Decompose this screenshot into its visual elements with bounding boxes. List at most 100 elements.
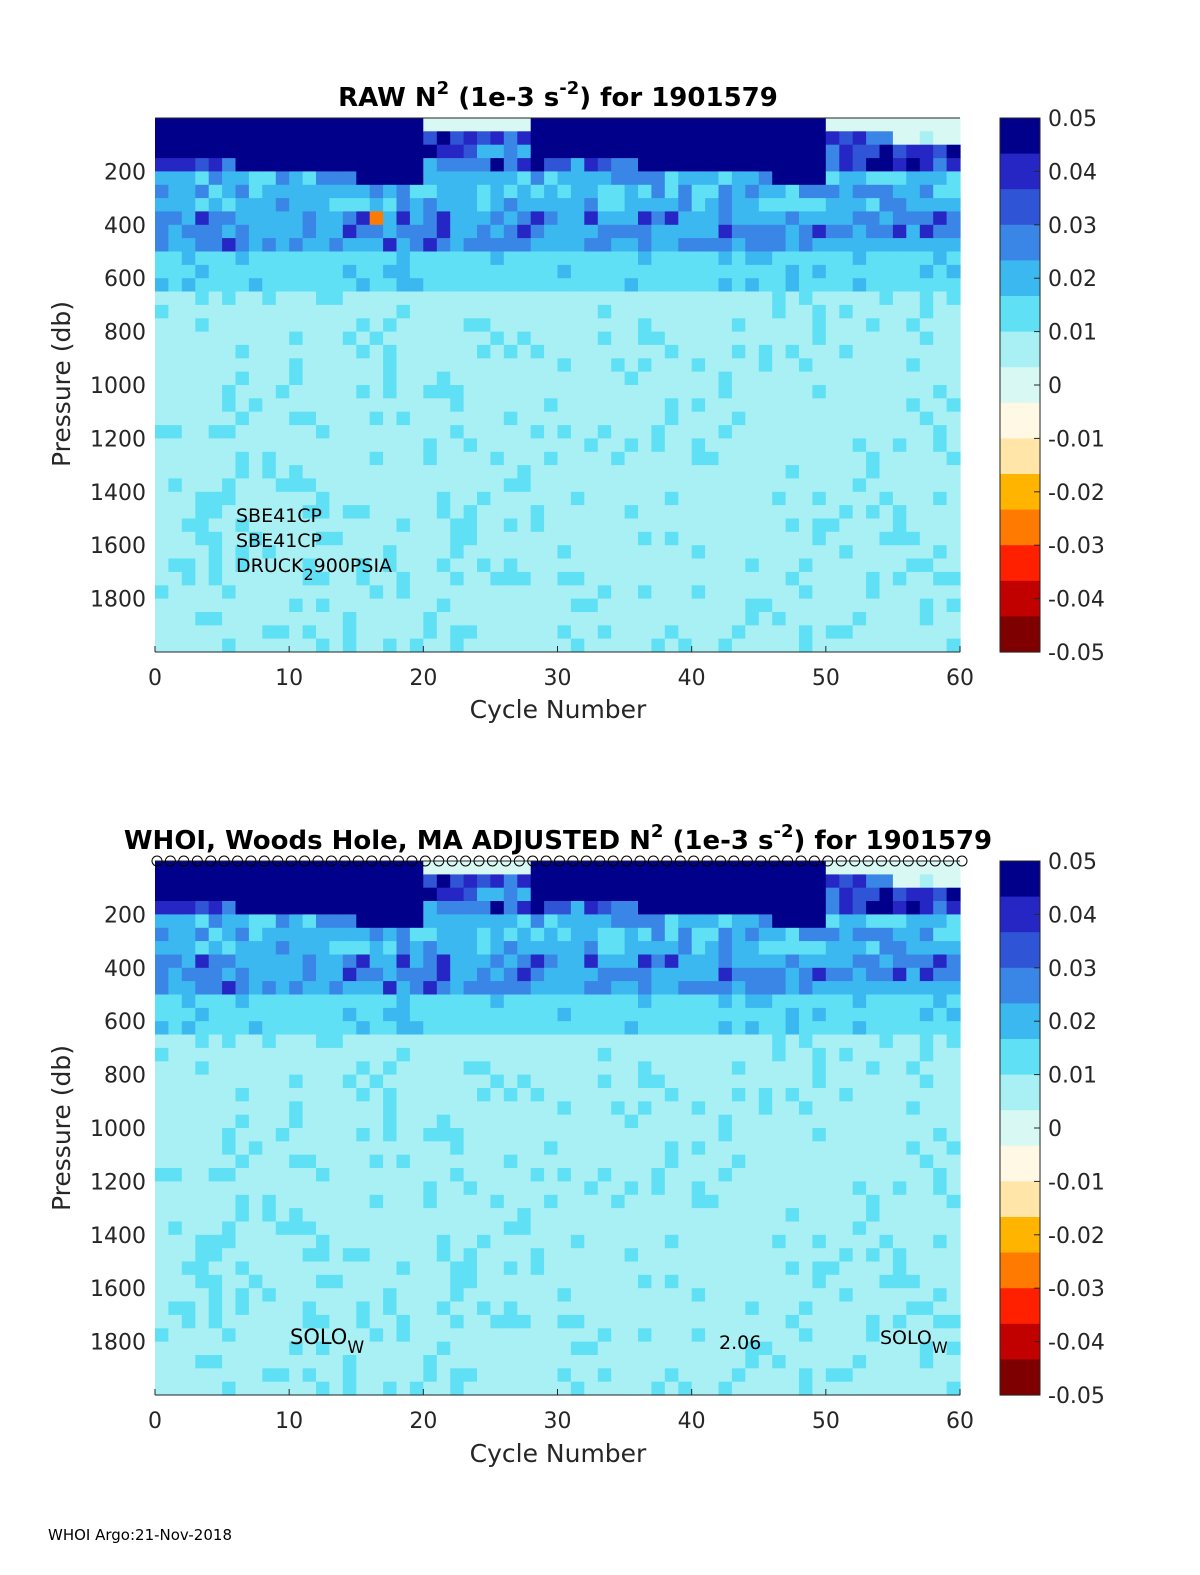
heatmap-cell xyxy=(866,967,881,982)
heatmap-cell xyxy=(731,994,746,1009)
heatmap-cell xyxy=(799,612,813,626)
heatmap-cell xyxy=(879,1208,894,1222)
heatmap-cell xyxy=(235,238,250,252)
heatmap-cell xyxy=(329,1128,344,1142)
heatmap-cell xyxy=(450,1074,465,1089)
heatmap-cell xyxy=(155,1088,169,1102)
heatmap-cell xyxy=(611,1381,626,1396)
heatmap-cell xyxy=(772,887,787,902)
colorbar-swatch xyxy=(1000,215,1040,226)
heatmap-cell xyxy=(181,1047,196,1062)
heatmap-cell xyxy=(705,927,720,942)
heatmap-cell xyxy=(490,425,505,439)
heatmap-cell xyxy=(866,887,881,902)
heatmap-cell xyxy=(825,1314,840,1329)
heatmap-cell xyxy=(651,238,666,252)
heatmap-cell xyxy=(383,558,398,573)
heatmap-cell xyxy=(329,612,344,626)
heatmap-cell xyxy=(396,278,411,293)
heatmap-cell xyxy=(919,981,934,995)
heatmap-cell xyxy=(812,901,827,915)
heatmap-cell xyxy=(799,1234,813,1249)
heatmap-cell xyxy=(825,371,840,386)
heatmap-cell xyxy=(396,158,411,172)
heatmap-cell xyxy=(745,451,760,466)
heatmap-cell xyxy=(570,1088,585,1102)
heatmap-cell xyxy=(168,438,183,453)
colorbar-swatch xyxy=(1000,224,1040,235)
heatmap-cell xyxy=(436,1061,451,1076)
heatmap-cell xyxy=(812,558,827,573)
heatmap-cell xyxy=(195,1141,210,1156)
heatmap-cell xyxy=(597,144,612,159)
heatmap-cell xyxy=(490,1194,505,1209)
heatmap-cell xyxy=(155,358,169,373)
heatmap-cell xyxy=(557,1194,572,1209)
heatmap-cell xyxy=(222,1194,237,1209)
heatmap-cell xyxy=(879,505,894,519)
heatmap-cell xyxy=(785,967,800,982)
heatmap-cell xyxy=(691,465,706,479)
heatmap-cell xyxy=(624,1101,639,1116)
heatmap-cell xyxy=(772,625,787,640)
heatmap-cell xyxy=(222,874,237,889)
heatmap-cell xyxy=(758,505,773,519)
heatmap-cell xyxy=(611,585,626,600)
heatmap-cell xyxy=(195,1248,210,1263)
heatmap-cell xyxy=(651,184,666,199)
heatmap-cell xyxy=(557,874,572,889)
heatmap-cell xyxy=(383,1368,398,1383)
heatmap-cell xyxy=(852,1128,867,1142)
heatmap-cell xyxy=(664,901,679,915)
heatmap-cell xyxy=(718,981,733,995)
heatmap-cell xyxy=(772,278,787,293)
heatmap-cell xyxy=(530,184,545,199)
heatmap-cell xyxy=(678,385,693,399)
heatmap-cell xyxy=(436,158,451,172)
heatmap-cell xyxy=(651,385,666,399)
heatmap-cell xyxy=(316,491,330,506)
heatmap-cell xyxy=(316,545,330,560)
heatmap-cell xyxy=(946,465,961,479)
heatmap-cell xyxy=(289,278,304,293)
heatmap-cell xyxy=(745,571,760,586)
heatmap-cell xyxy=(155,131,169,146)
heatmap-cell xyxy=(745,1088,760,1102)
heatmap-cell xyxy=(638,1314,652,1329)
heatmap-cell xyxy=(356,1221,371,1236)
heatmap-cell xyxy=(879,914,894,929)
heatmap-cell xyxy=(584,638,599,653)
heatmap-cell xyxy=(785,278,800,293)
heatmap-cell xyxy=(436,304,451,319)
heatmap-cell xyxy=(155,1208,169,1222)
heatmap-cell xyxy=(852,291,867,306)
heatmap-cell xyxy=(879,927,894,942)
heatmap-cell xyxy=(852,531,867,546)
heatmap-cell xyxy=(342,1221,357,1236)
heatmap-cell xyxy=(772,1101,787,1116)
heatmap-cell xyxy=(530,927,545,942)
heatmap-cell xyxy=(450,1341,465,1356)
heatmap-cell xyxy=(651,914,666,929)
heatmap-cell xyxy=(409,344,424,359)
heatmap-cell xyxy=(624,238,639,252)
heatmap-cell xyxy=(222,398,237,413)
heatmap-cell xyxy=(356,1047,371,1062)
heatmap-cell xyxy=(329,304,344,319)
heatmap-cell xyxy=(825,251,840,266)
heatmap-cell xyxy=(584,994,599,1009)
heatmap-cell xyxy=(490,1221,505,1236)
heatmap-cell xyxy=(490,531,505,546)
heatmap-cell xyxy=(570,491,585,506)
heatmap-cell xyxy=(409,598,424,613)
heatmap-cell xyxy=(302,198,317,212)
heatmap-cell xyxy=(745,927,760,942)
heatmap-cell xyxy=(718,291,733,306)
heatmap-cell xyxy=(731,1368,746,1383)
heatmap-cell xyxy=(503,505,518,519)
heatmap-cell xyxy=(731,425,746,439)
heatmap-cell xyxy=(919,264,934,279)
heatmap-cell xyxy=(463,1047,478,1062)
heatmap-cell xyxy=(530,1288,545,1303)
